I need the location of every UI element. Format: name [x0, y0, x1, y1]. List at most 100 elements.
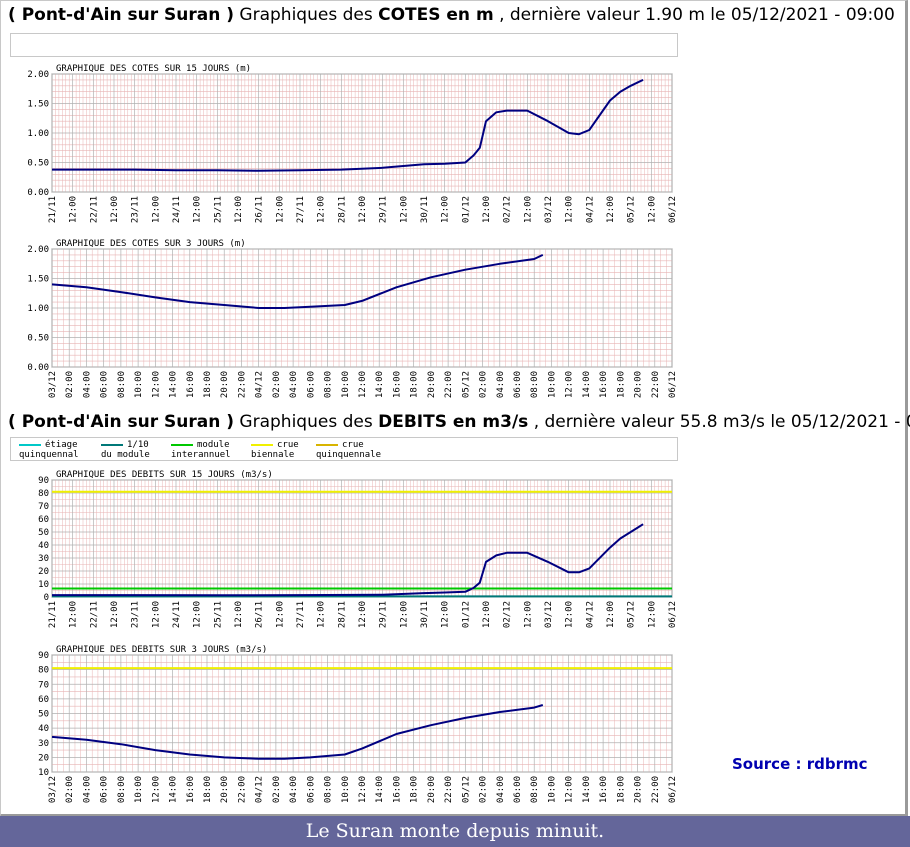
x-tick-label: 10:00: [547, 371, 557, 398]
header-debits-prefix: Graphiques des: [239, 412, 373, 432]
x-tick-label: 12:00: [151, 371, 161, 398]
x-tick-label: 12:00: [358, 371, 368, 398]
x-tick-label: 06:00: [100, 371, 110, 398]
x-tick-label: 12:00: [399, 601, 409, 628]
y-tick-label: 20: [38, 567, 49, 577]
x-tick-label: 01/12: [461, 196, 471, 223]
y-tick-label: 2.00: [27, 245, 49, 255]
legend-biennale-l2: biennale: [251, 450, 295, 460]
x-tick-label: 16:00: [392, 776, 402, 803]
legend-dixieme-l1: 1/10: [127, 440, 149, 450]
x-tick-label: 12:00: [565, 601, 575, 628]
x-tick-label: 25/11: [213, 601, 223, 628]
x-tick-label: 28/11: [337, 601, 347, 628]
x-tick-label: 06/12: [668, 196, 678, 223]
x-tick-label: 18:00: [410, 776, 420, 803]
x-tick-label: 06/12: [668, 776, 678, 803]
x-tick-label: 29/11: [379, 196, 389, 223]
x-tick-label: 21/11: [48, 196, 58, 223]
x-tick-label: 08:00: [324, 776, 334, 803]
caption-bar: Le Suran monte depuis minuit.: [0, 816, 910, 847]
y-tick-label: 10: [38, 580, 49, 590]
legend-module-l1: module: [197, 440, 230, 450]
x-tick-label: 04/12: [255, 371, 265, 398]
x-tick-label: 04:00: [289, 776, 299, 803]
x-tick-label: 12:00: [110, 196, 120, 223]
chart-title: GRAPHIQUE DES COTES SUR 3 JOURS (m): [56, 239, 246, 249]
x-tick-label: 12:00: [565, 196, 575, 223]
chart-title: GRAPHIQUE DES DEBITS SUR 3 JOURS (m3/s): [56, 645, 267, 655]
header-cotes-station: ( Pont-d'Ain sur Suran ): [8, 5, 235, 25]
x-tick-label: 04/12: [255, 776, 265, 803]
legend-quinquennale-l2: quinquennale: [316, 450, 382, 460]
x-tick-label: 14:00: [582, 371, 592, 398]
x-tick-label: 22/11: [89, 601, 99, 628]
x-tick-label: 05/12: [627, 196, 637, 223]
x-tick-label: 21/11: [48, 601, 58, 628]
x-tick-label: 10:00: [134, 371, 144, 398]
x-tick-label: 16:00: [599, 371, 609, 398]
x-tick-label: 04:00: [82, 776, 92, 803]
x-tick-label: 23/11: [131, 196, 141, 223]
series-line: [51, 253, 544, 309]
x-tick-label: 30/11: [420, 601, 430, 628]
legend: étiage quinquennal 1/10 du module module…: [10, 437, 678, 461]
y-tick-label: 70: [38, 680, 49, 690]
x-tick-label: 14:00: [169, 371, 179, 398]
x-tick-label: 23/11: [131, 601, 141, 628]
x-tick-label: 12:00: [234, 601, 244, 628]
legend-dixieme-swatch: [101, 444, 123, 446]
x-tick-label: 12:00: [482, 196, 492, 223]
y-tick-label: 1.00: [27, 129, 49, 139]
x-tick-label: 12:00: [399, 196, 409, 223]
x-tick-label: 08:00: [117, 776, 127, 803]
header-debits-station: ( Pont-d'Ain sur Suran ): [8, 412, 235, 432]
series-line: [51, 704, 544, 760]
x-tick-label: 12:00: [441, 601, 451, 628]
header-cotes-prefix: Graphiques des: [239, 5, 373, 25]
x-tick-label: 14:00: [169, 776, 179, 803]
x-tick-label: 24/11: [172, 196, 182, 223]
x-tick-label: 04:00: [82, 371, 92, 398]
x-tick-label: 22/11: [89, 196, 99, 223]
x-tick-label: 06:00: [513, 776, 523, 803]
legend-quinquennale-l1: crue: [342, 440, 364, 450]
x-tick-label: 12:00: [358, 776, 368, 803]
x-tick-label: 20:00: [427, 371, 437, 398]
x-tick-label: 16:00: [392, 371, 402, 398]
x-tick-label: 12:00: [275, 196, 285, 223]
x-tick-label: 12:00: [606, 196, 616, 223]
x-tick-label: 16:00: [599, 776, 609, 803]
x-tick-label: 12:00: [523, 601, 533, 628]
y-tick-label: 1.50: [27, 275, 49, 285]
y-tick-label: 60: [38, 515, 49, 525]
series-line: [52, 78, 644, 172]
x-tick-label: 14:00: [375, 776, 385, 803]
x-tick-label: 06/12: [668, 371, 678, 398]
y-tick-label: 0.50: [27, 159, 49, 169]
chart-cotes-15-jours: 0.00 0.50 1.00 1.50 2.00 21/11 12:00 22/11 12:00…: [27, 64, 678, 223]
x-tick-label: 08:00: [117, 371, 127, 398]
x-tick-label: 08:00: [324, 371, 334, 398]
x-tick-label: 29/11: [379, 601, 389, 628]
x-tick-label: 27/11: [296, 196, 306, 223]
legend-module-l2: interannuel: [171, 450, 231, 460]
x-tick-label: 02/12: [503, 196, 513, 223]
legend-crue-quinquennale: crue quinquennale: [316, 440, 381, 460]
x-tick-label: 02:00: [272, 371, 282, 398]
x-tick-label: 26/11: [255, 601, 265, 628]
y-tick-label: 1.50: [27, 100, 49, 110]
y-tick-label: 70: [38, 502, 49, 512]
x-tick-label: 20:00: [634, 371, 644, 398]
x-tick-label: 02:00: [65, 776, 75, 803]
x-tick-label: 08:00: [530, 371, 540, 398]
x-tick-label: 05/12: [627, 601, 637, 628]
y-tick-label: 0: [44, 593, 49, 603]
y-tick-label: 80: [38, 489, 49, 499]
y-tick-label: 50: [38, 710, 49, 720]
x-tick-label: 22:00: [444, 776, 454, 803]
x-tick-label: 04:00: [496, 776, 506, 803]
x-tick-label: 28/11: [337, 196, 347, 223]
x-tick-label: 12:00: [647, 196, 657, 223]
x-tick-label: 26/11: [255, 196, 265, 223]
